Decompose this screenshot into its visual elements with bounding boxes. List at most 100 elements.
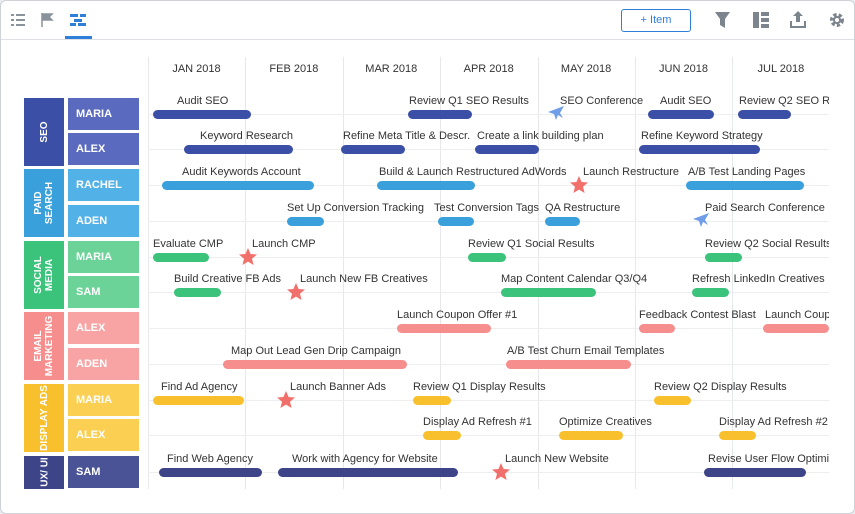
- item-label: Review Q2 Social Results: [705, 238, 829, 250]
- milestone-star: [277, 391, 295, 408]
- item-label: Set Up Conversion Tracking: [287, 202, 424, 214]
- active-tab-indicator: [65, 36, 92, 39]
- item-bar: [545, 217, 580, 226]
- item-bar: [559, 431, 623, 440]
- settings-icon[interactable]: [829, 12, 845, 28]
- item-label: Paid Search Conference: [705, 202, 825, 214]
- item-label: Refine Meta Title & Descr.: [343, 130, 471, 142]
- group-label: SOCIAL MEDIA: [33, 256, 55, 294]
- item-label: Find Web Agency: [167, 453, 254, 465]
- item-bar: [223, 360, 407, 369]
- item-label: Review Q1 Display Results: [413, 381, 546, 393]
- row-track: [148, 472, 829, 473]
- event-plane: [693, 213, 709, 227]
- row-track: [148, 435, 829, 436]
- item-bar: [705, 253, 742, 262]
- item-bar: [654, 396, 691, 405]
- item-label: Review Q2 Display Results: [654, 381, 787, 393]
- item-label: Find Ad Agency: [161, 381, 238, 393]
- timeline-view-icon[interactable]: [70, 14, 86, 26]
- row-owner: SAM: [68, 276, 139, 308]
- item-bar: [738, 110, 791, 119]
- row-track: [148, 185, 829, 186]
- group-label: UX/ UI: [38, 457, 50, 487]
- row-track: [148, 292, 829, 293]
- milestone-star: [570, 176, 588, 193]
- month-divider: [342, 57, 344, 489]
- layout-icon[interactable]: [753, 12, 769, 28]
- group-label: EMAIL MARKETING: [33, 315, 55, 377]
- item-bar: [501, 288, 596, 297]
- event-plane: [548, 106, 564, 120]
- item-label: Audit SEO: [177, 95, 229, 107]
- month-divider: [537, 57, 539, 489]
- item-label: Review Q2 SEO Re: [739, 95, 829, 107]
- month-label: MAR 2018: [365, 63, 418, 75]
- item-label: Build & Launch Restructured AdWords: [379, 166, 567, 178]
- group-label: DISPLAY ADS: [38, 385, 50, 451]
- row-owner: MARIA: [68, 241, 139, 273]
- item-bar: [438, 217, 474, 226]
- item-bar: [162, 181, 314, 190]
- list-view-icon[interactable]: [11, 13, 25, 27]
- row-owner: SAM: [68, 456, 139, 488]
- add-item-label: Item: [650, 14, 672, 26]
- item-label: Launch Coup: [765, 309, 829, 321]
- item-label: SEO Conference: [560, 95, 644, 107]
- item-bar: [468, 253, 506, 262]
- item-bar: [413, 396, 451, 405]
- item-bar: [686, 181, 804, 190]
- item-bar: [377, 181, 475, 190]
- month-divider: [148, 57, 149, 489]
- item-label: A/B Test Churn Email Templates: [507, 345, 665, 357]
- item-bar: [704, 468, 806, 477]
- row-owner: MARIA: [68, 98, 139, 130]
- item-label: Refine Keyword Strategy: [641, 130, 763, 142]
- month-label: JAN 2018: [172, 63, 221, 75]
- milestone-star: [239, 248, 257, 265]
- item-label: Feedback Contest Blast: [639, 309, 756, 321]
- item-bar: [153, 253, 209, 262]
- item-label: Launch Banner Ads: [290, 381, 387, 393]
- month-divider: [245, 57, 247, 489]
- item-label: Audit SEO: [660, 95, 712, 107]
- item-bar: [159, 468, 262, 477]
- group-label-cell: UX/ UI: [24, 456, 64, 489]
- toolbar: + Item: [1, 1, 854, 40]
- item-bar: [153, 396, 244, 405]
- item-label: Review Q1 SEO Results: [409, 95, 529, 107]
- item-bar: [648, 110, 714, 119]
- milestone-star: [492, 463, 510, 480]
- group-label-cell: DISPLAY ADS: [24, 384, 64, 452]
- item-bar: [475, 145, 539, 154]
- item-bar: [692, 288, 729, 297]
- group-label-cell: EMAIL MARKETING: [24, 312, 64, 380]
- item-bar: [184, 145, 293, 154]
- item-label: Launch CMP: [252, 238, 316, 250]
- item-label: Launch Restructure: [583, 166, 679, 178]
- item-label: Evaluate CMP: [153, 238, 224, 250]
- item-bar: [278, 468, 458, 477]
- item-label: Build Creative FB Ads: [174, 273, 281, 285]
- item-label: Revise User Flow Optimi: [708, 453, 829, 465]
- month-divider: [732, 57, 734, 489]
- group-label: PAID SEARCH: [33, 181, 55, 225]
- item-label: Keyword Research: [200, 130, 293, 142]
- item-bar: [639, 324, 675, 333]
- group-label-cell: SOCIAL MEDIA: [24, 241, 64, 309]
- add-item-button[interactable]: + Item: [621, 9, 691, 32]
- row-owner: RACHEL: [68, 169, 139, 201]
- milestone-view-icon[interactable]: [40, 13, 54, 27]
- group-label-cell: SEO: [24, 98, 64, 166]
- item-label: Display Ad Refresh #2: [719, 416, 828, 428]
- item-label: Map Out Lead Gen Drip Campaign: [231, 345, 401, 357]
- item-bar: [719, 431, 756, 440]
- item-bar: [423, 431, 461, 440]
- filter-icon[interactable]: [715, 12, 730, 28]
- export-icon[interactable]: [790, 11, 806, 28]
- timeline: JAN 2018 FEB 2018 MAR 2018 APR 2018 MAY 2018…: [148, 1, 829, 513]
- item-label: Test Conversion Tags: [434, 202, 539, 214]
- item-label: Work with Agency for Website: [292, 453, 438, 465]
- row-owner: MARIA: [68, 384, 139, 416]
